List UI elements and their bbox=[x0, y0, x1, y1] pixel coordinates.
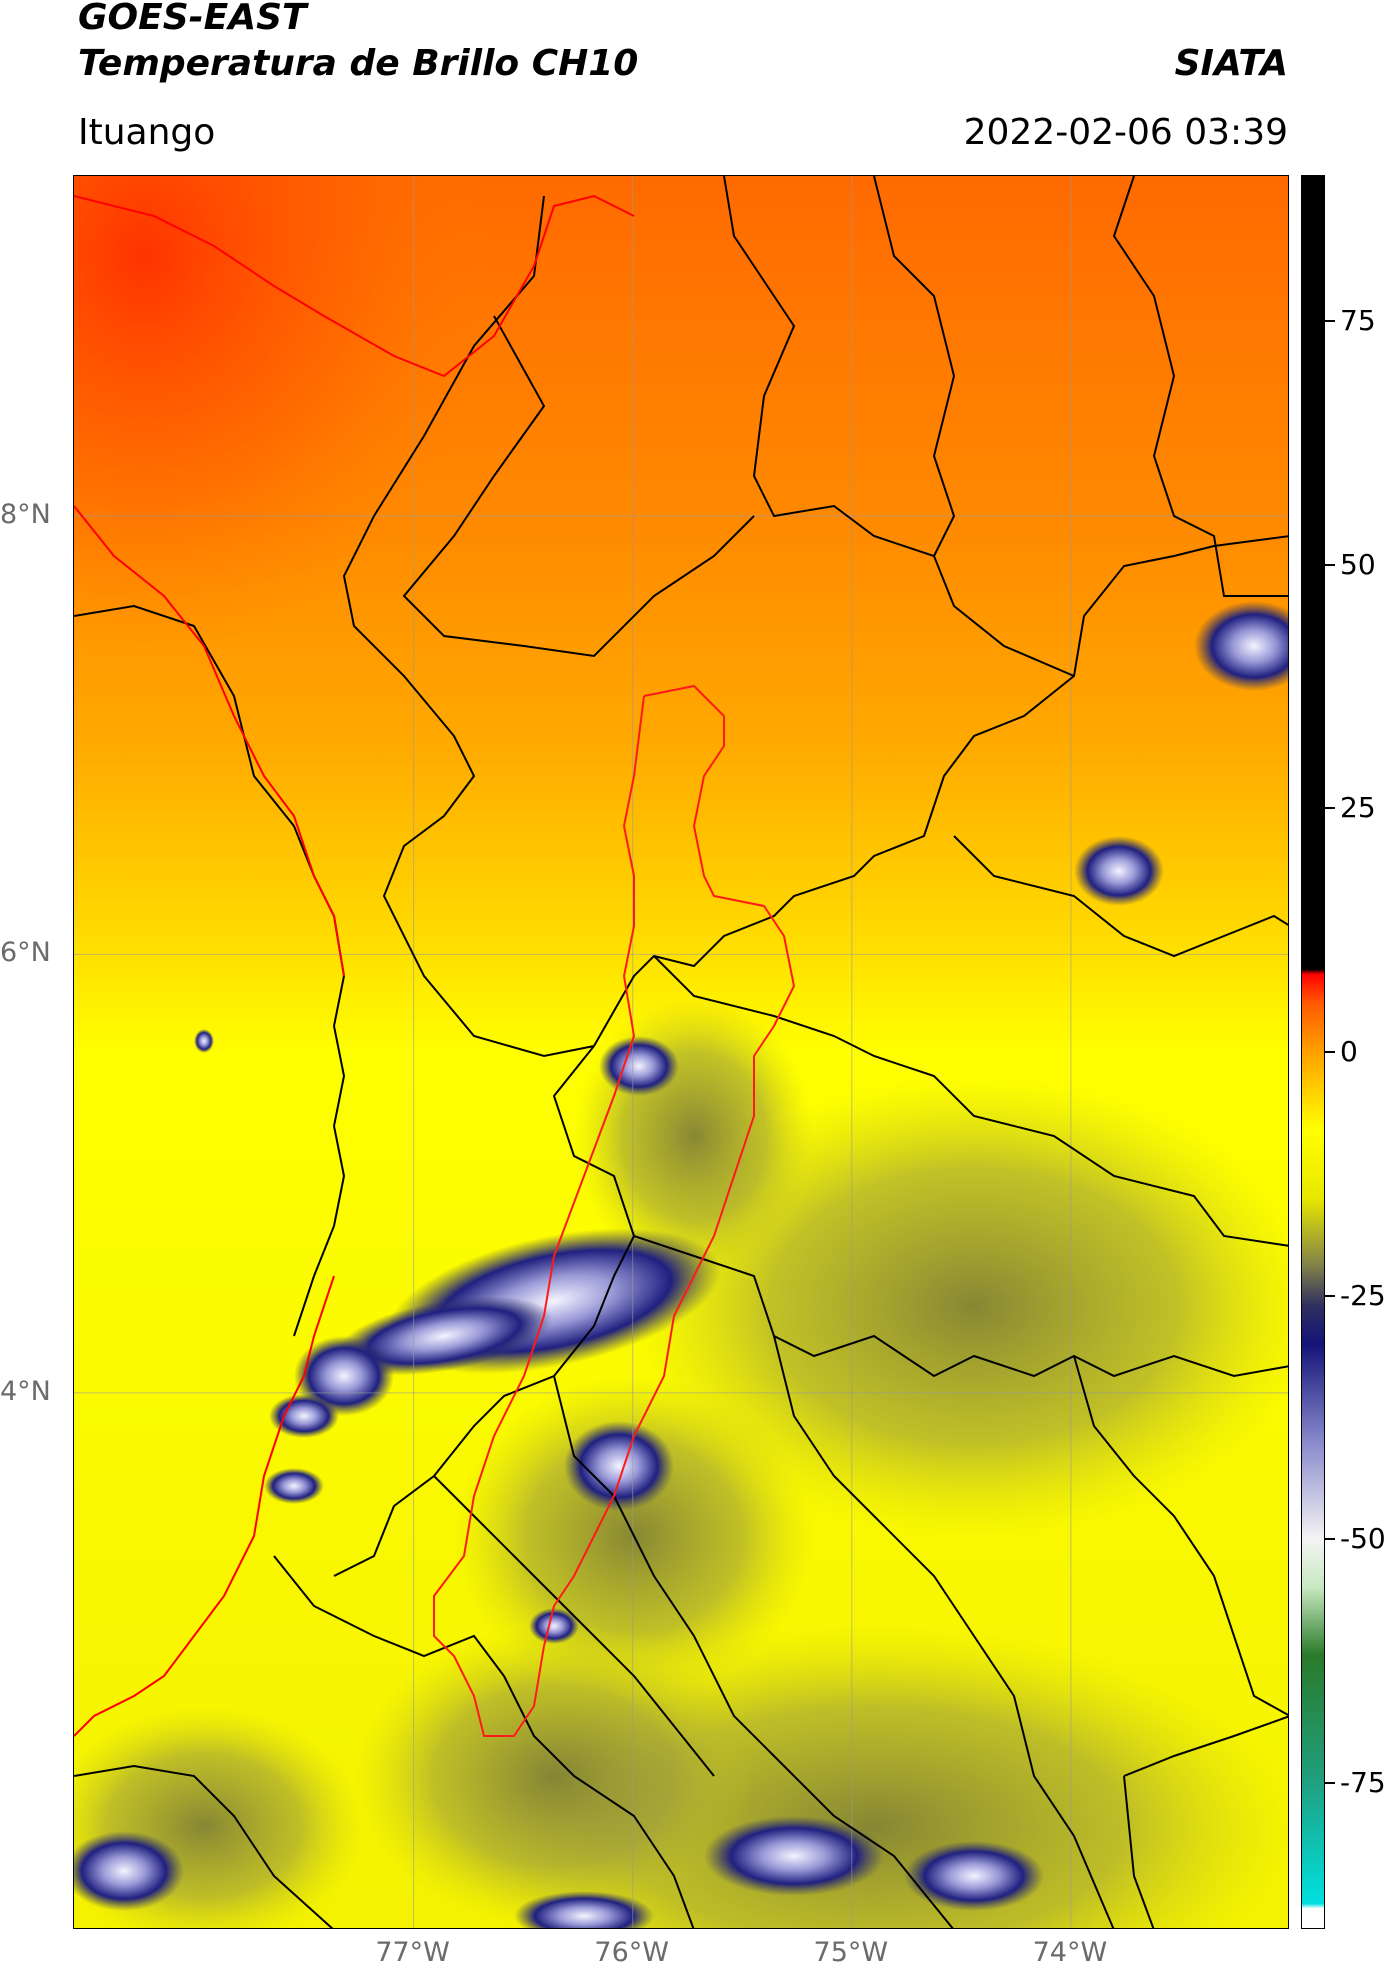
colorbar-tick-label: 25 bbox=[1340, 791, 1376, 825]
colorbar-tick bbox=[1325, 1781, 1335, 1784]
colorbar-tick bbox=[1325, 807, 1335, 810]
colorbar-tick bbox=[1325, 1051, 1335, 1053]
lat-label-6: 6°N bbox=[0, 937, 51, 969]
lon-label-75w: 75°W bbox=[813, 1937, 889, 1968]
region-label: Ituango bbox=[78, 112, 216, 153]
lat-label-8: 8°N bbox=[0, 498, 51, 530]
colorbar-tick-label: -50 bbox=[1340, 1522, 1384, 1556]
temperature-colorbar bbox=[1301, 175, 1325, 1929]
lon-label-77w: 77°W bbox=[375, 1937, 450, 1968]
org-label: SIATA bbox=[1174, 43, 1288, 84]
colorbar-tick bbox=[1325, 563, 1335, 566]
basin-outline bbox=[433, 684, 796, 1737]
lon-label-74w: 74°W bbox=[1032, 1937, 1108, 1968]
colorbar-tick bbox=[1325, 1294, 1335, 1297]
gridlines bbox=[74, 176, 1288, 1928]
colorbar-tick-label: -25 bbox=[1340, 1278, 1384, 1312]
coastline bbox=[74, 194, 635, 1737]
political-borders bbox=[74, 176, 1288, 1928]
colorbar-tick-label: -75 bbox=[1340, 1765, 1384, 1799]
satellite-map bbox=[73, 175, 1289, 1929]
map-canvas bbox=[74, 176, 1288, 1928]
colorbar-tick-label: 50 bbox=[1340, 547, 1376, 581]
timestamp-label: 2022-02-06 03:39 bbox=[963, 112, 1288, 153]
colorbar-tick-label: 0 bbox=[1340, 1035, 1358, 1068]
product-title: Temperatura de Brillo CH10 bbox=[78, 43, 639, 84]
cold-cloud-tops bbox=[74, 601, 1288, 1928]
lat-label-4: 4°N bbox=[0, 1375, 51, 1407]
colorbar-tick-label: 75 bbox=[1340, 304, 1376, 338]
lon-label-76w: 76°W bbox=[594, 1937, 669, 1968]
warm-region bbox=[74, 176, 774, 976]
satellite-title: GOES-EAST bbox=[78, 0, 307, 38]
colorbar-tick bbox=[1325, 320, 1335, 323]
colorbar-tick bbox=[1325, 1538, 1335, 1541]
